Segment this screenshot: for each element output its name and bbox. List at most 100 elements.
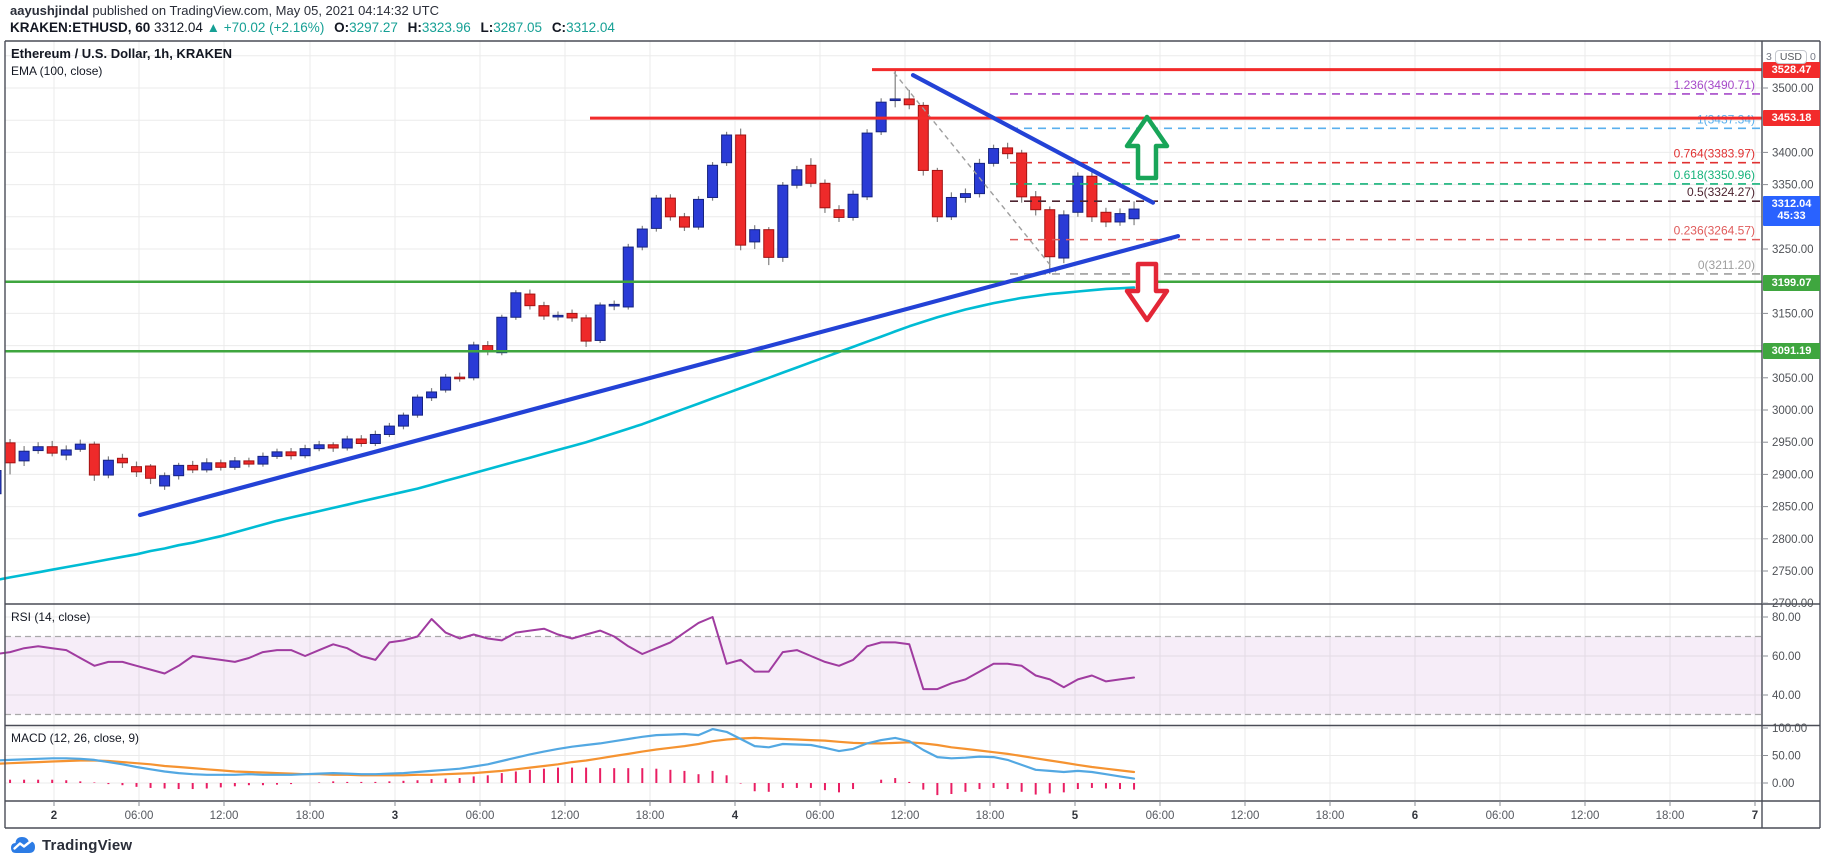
candle xyxy=(369,433,381,444)
last-price-tag-value: 3312.04 xyxy=(1771,198,1812,210)
svg-text:0.236(3264.57): 0.236(3264.57) xyxy=(1674,224,1755,238)
candle xyxy=(257,455,269,465)
candle xyxy=(1058,214,1070,259)
svg-text:6: 6 xyxy=(1412,810,1418,822)
high-value: 3323.96 xyxy=(421,20,471,35)
candle xyxy=(1114,213,1126,223)
svg-text:06:00: 06:00 xyxy=(1486,810,1515,822)
candle xyxy=(889,98,901,102)
publish-text: published on TradingView.com, May 05, 20… xyxy=(88,3,440,18)
svg-text:4: 4 xyxy=(732,810,739,822)
candle xyxy=(749,229,761,243)
candle xyxy=(678,216,690,228)
svg-text:06:00: 06:00 xyxy=(125,810,154,822)
svg-text:3250.00: 3250.00 xyxy=(1772,244,1814,256)
candle xyxy=(763,229,775,258)
rsi-legend[interactable]: RSI (14, close) xyxy=(11,610,91,624)
svg-text:12:00: 12:00 xyxy=(1571,810,1600,822)
candle xyxy=(159,475,171,487)
ema-line[interactable] xyxy=(0,286,1136,581)
candle xyxy=(468,344,480,379)
low-label: L: xyxy=(480,20,494,35)
author-name: aayushjindal xyxy=(10,3,89,18)
price-tag-resistance-high: 3528.47 xyxy=(1763,62,1820,78)
candle xyxy=(88,443,100,476)
macd-plot[interactable] xyxy=(0,727,1136,796)
svg-text:100.00: 100.00 xyxy=(1772,723,1807,735)
candle xyxy=(566,312,578,319)
candle xyxy=(777,184,789,258)
pane-borders xyxy=(4,40,1821,829)
open-label: O: xyxy=(334,20,350,35)
candle xyxy=(622,246,634,308)
svg-text:18:00: 18:00 xyxy=(296,810,325,822)
direction-arrows[interactable] xyxy=(1124,114,1170,323)
candle xyxy=(1016,152,1028,198)
candle xyxy=(988,148,1000,164)
price-axis[interactable]: 3500.00 3400.00 3350.00 3250.00 3150.00 3050.… xyxy=(1762,83,1814,790)
candle xyxy=(285,451,297,457)
candle xyxy=(355,438,367,444)
scale-settings[interactable]: 3 USD 0 xyxy=(1766,50,1816,64)
price-tag-resistance: 3453.18 xyxy=(1763,110,1820,126)
candle xyxy=(903,98,915,106)
candle xyxy=(1002,147,1014,155)
rsi-plot[interactable] xyxy=(0,616,1135,691)
time-axis[interactable]: 2 06:00 12:00 18:00 3 06:00 12:00 18:00 4 06:00 12… xyxy=(51,801,1758,822)
candle xyxy=(552,314,564,318)
high-label: H: xyxy=(407,20,422,35)
candle xyxy=(454,376,466,380)
candlesticks[interactable] xyxy=(0,69,1140,496)
candle xyxy=(524,293,536,307)
svg-text:2750.00: 2750.00 xyxy=(1772,566,1814,578)
chart-title-legend: Ethereum / U.S. Dollar, 1h, KRAKEN xyxy=(11,46,233,61)
candle xyxy=(594,304,606,341)
svg-text:2900.00: 2900.00 xyxy=(1772,469,1814,481)
ema-legend[interactable]: EMA (100, close) xyxy=(11,64,103,78)
candle xyxy=(187,464,199,471)
tradingview-watermark[interactable]: TradingView xyxy=(10,833,132,857)
candle xyxy=(693,198,704,228)
svg-text:3400.00: 3400.00 xyxy=(1772,147,1814,159)
price-tag-support-low: 3091.19 xyxy=(1763,343,1820,359)
candle xyxy=(538,305,550,317)
svg-text:2: 2 xyxy=(51,810,57,822)
candle xyxy=(945,196,957,218)
last-price: 3312.04 xyxy=(154,20,203,35)
svg-text:60.00: 60.00 xyxy=(1772,651,1801,663)
svg-text:0.618(3350.96): 0.618(3350.96) xyxy=(1674,168,1755,182)
candle xyxy=(959,193,971,198)
macd-legend[interactable]: MACD (12, 26, close, 9) xyxy=(11,731,140,745)
candle xyxy=(4,442,16,464)
svg-text:12:00: 12:00 xyxy=(891,810,920,822)
candle xyxy=(116,457,128,464)
svg-text:06:00: 06:00 xyxy=(806,810,835,822)
currency-unit-pill[interactable]: USD xyxy=(1774,50,1808,64)
trendlines[interactable] xyxy=(137,73,1181,518)
svg-text:3000.00: 3000.00 xyxy=(1772,405,1814,417)
candle xyxy=(636,228,648,248)
candle xyxy=(102,459,114,476)
candle xyxy=(1128,208,1140,220)
svg-text:12:00: 12:00 xyxy=(210,810,239,822)
candle xyxy=(201,462,213,471)
candle xyxy=(1100,211,1112,223)
svg-text:0(3211.20): 0(3211.20) xyxy=(1698,258,1755,272)
tradingview-wordmark: TradingView xyxy=(42,836,133,854)
candle xyxy=(664,197,676,218)
candle xyxy=(510,292,522,318)
candle-countdown: 45:33 xyxy=(1777,210,1806,222)
candle xyxy=(833,209,845,218)
candle xyxy=(650,197,662,229)
candle xyxy=(580,317,592,342)
candle xyxy=(215,462,227,468)
horizontal-levels[interactable] xyxy=(5,68,1762,353)
svg-text:12:00: 12:00 xyxy=(551,810,580,822)
candle xyxy=(917,104,929,171)
candle xyxy=(791,169,803,186)
candle xyxy=(1072,175,1084,213)
svg-text:3050.00: 3050.00 xyxy=(1772,373,1814,385)
svg-text:18:00: 18:00 xyxy=(636,810,665,822)
